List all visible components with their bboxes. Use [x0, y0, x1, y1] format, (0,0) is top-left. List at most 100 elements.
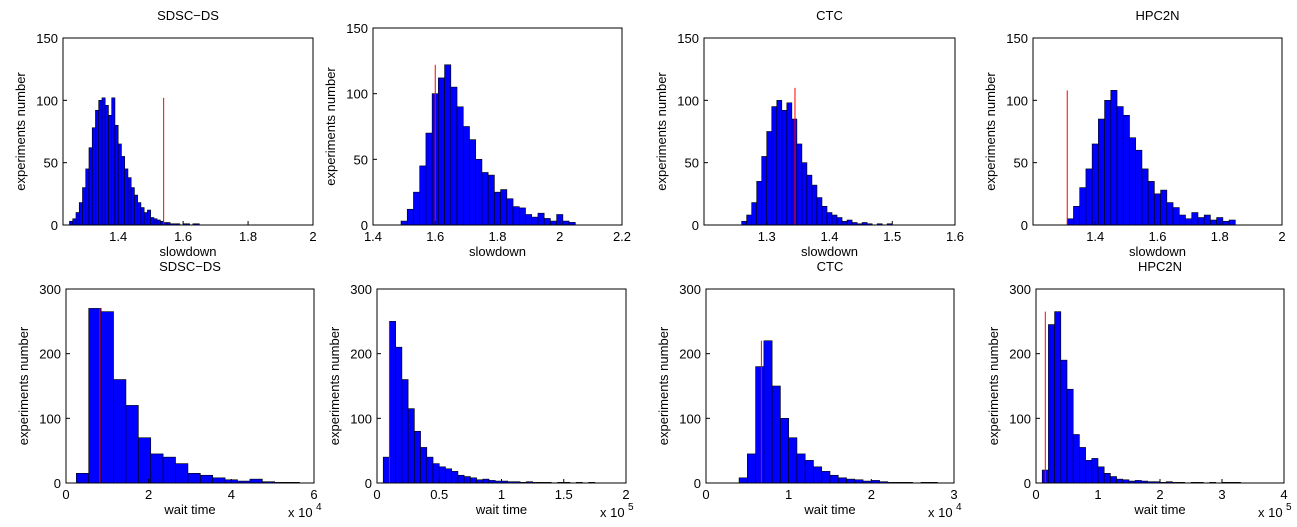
bar [771, 385, 781, 484]
bar [438, 466, 446, 484]
y-tick-label: 0 [694, 476, 701, 491]
x-axis-label: wait time [475, 502, 527, 517]
bar [150, 217, 155, 226]
bar [1147, 181, 1155, 226]
x-multiplier: x 10 [928, 505, 953, 520]
bar [836, 217, 843, 226]
bar [108, 114, 113, 226]
x-tick-label: 6 [310, 487, 317, 502]
bar [75, 212, 80, 226]
x-tick-label: 1.8 [488, 229, 506, 244]
bar [763, 340, 773, 484]
bar [1172, 207, 1180, 226]
x-tick-label: 1.8 [239, 229, 257, 244]
bar [389, 321, 396, 484]
x-tick-label: 1 [1094, 487, 1101, 502]
bar [1104, 100, 1112, 226]
bar [821, 471, 831, 484]
bar [482, 478, 490, 484]
bar [470, 477, 477, 484]
x-axis-label: slowdown [801, 244, 858, 259]
bar [841, 220, 848, 226]
panel-title: HPC2N [1138, 259, 1182, 274]
bar [1097, 466, 1105, 484]
bar [187, 472, 201, 484]
x-tick-label: 2 [622, 487, 629, 502]
bar [846, 219, 853, 226]
bar [100, 311, 114, 484]
x-tick-label: 1 [785, 487, 792, 502]
x-tick-label: 1.6 [174, 229, 192, 244]
y-tick-label: 200 [39, 347, 61, 362]
axes-frame [62, 37, 314, 226]
bar [91, 127, 96, 226]
x-tick-label: 0.5 [430, 487, 448, 502]
bar [469, 139, 477, 226]
bar [786, 102, 793, 226]
bar [127, 177, 132, 226]
y-tick-label: 200 [350, 347, 372, 362]
bar [463, 476, 471, 484]
bar [543, 218, 551, 226]
bar [457, 474, 465, 484]
y-tick-label: 300 [1009, 282, 1031, 297]
bar [525, 214, 533, 226]
x-tick-label: 1.8 [1211, 229, 1229, 244]
bar [104, 105, 109, 226]
bar [1166, 202, 1174, 226]
x-multiplier: x 10 [600, 505, 625, 520]
bar [755, 366, 765, 484]
bar [481, 172, 489, 226]
y-tick-label: 50 [354, 152, 368, 167]
bar [1098, 118, 1105, 226]
bar [1203, 214, 1211, 226]
bar [1085, 460, 1093, 484]
x-axis-label: wait time [163, 502, 215, 517]
x-tick-label: 0 [373, 487, 380, 502]
axes-frame [65, 288, 315, 484]
bar [562, 220, 570, 226]
y-tick-label: 0 [1024, 476, 1031, 491]
bar [462, 126, 470, 226]
bar [781, 110, 788, 226]
bar [134, 194, 138, 226]
bar [816, 197, 823, 226]
x-multiplier: x 10 [288, 505, 313, 520]
bar [450, 86, 458, 226]
x-tick-label: 2 [309, 229, 316, 244]
y-tick-label: 100 [679, 411, 701, 426]
bar [801, 162, 808, 226]
bar [771, 106, 778, 226]
bar [1066, 388, 1074, 484]
x-tick-label: 3 [950, 487, 957, 502]
y-tick-label: 300 [350, 282, 372, 297]
panel-title: SDSC−DS [157, 8, 219, 23]
y-tick-label: 0 [51, 218, 58, 233]
bar [1191, 212, 1199, 226]
bar [761, 156, 768, 226]
bar [456, 106, 464, 226]
bar [500, 189, 508, 226]
y-tick-label: 100 [1009, 411, 1031, 426]
bar [121, 156, 125, 226]
bar [138, 437, 152, 484]
plot-area [704, 38, 955, 225]
x-tick-label: 1.6 [426, 229, 444, 244]
bar [1178, 214, 1186, 226]
panel-title: CTC [817, 259, 844, 274]
y-axis-label: experiments number [986, 326, 1001, 445]
x-tick-label: 1.4 [820, 229, 838, 244]
y-tick-label: 300 [39, 282, 61, 297]
y-tick-label: 100 [677, 93, 699, 108]
y-tick-label: 0 [54, 476, 61, 491]
y-tick-label: 300 [679, 282, 701, 297]
bar [1091, 143, 1099, 226]
bar [88, 147, 93, 226]
x-tick-label: 2.2 [613, 229, 631, 244]
y-tick-label: 150 [1006, 31, 1028, 46]
bar [1116, 106, 1124, 226]
bar [1079, 447, 1086, 484]
x-tick-label: 0 [702, 487, 709, 502]
y-tick-label: 0 [365, 476, 372, 491]
bar [796, 143, 803, 226]
